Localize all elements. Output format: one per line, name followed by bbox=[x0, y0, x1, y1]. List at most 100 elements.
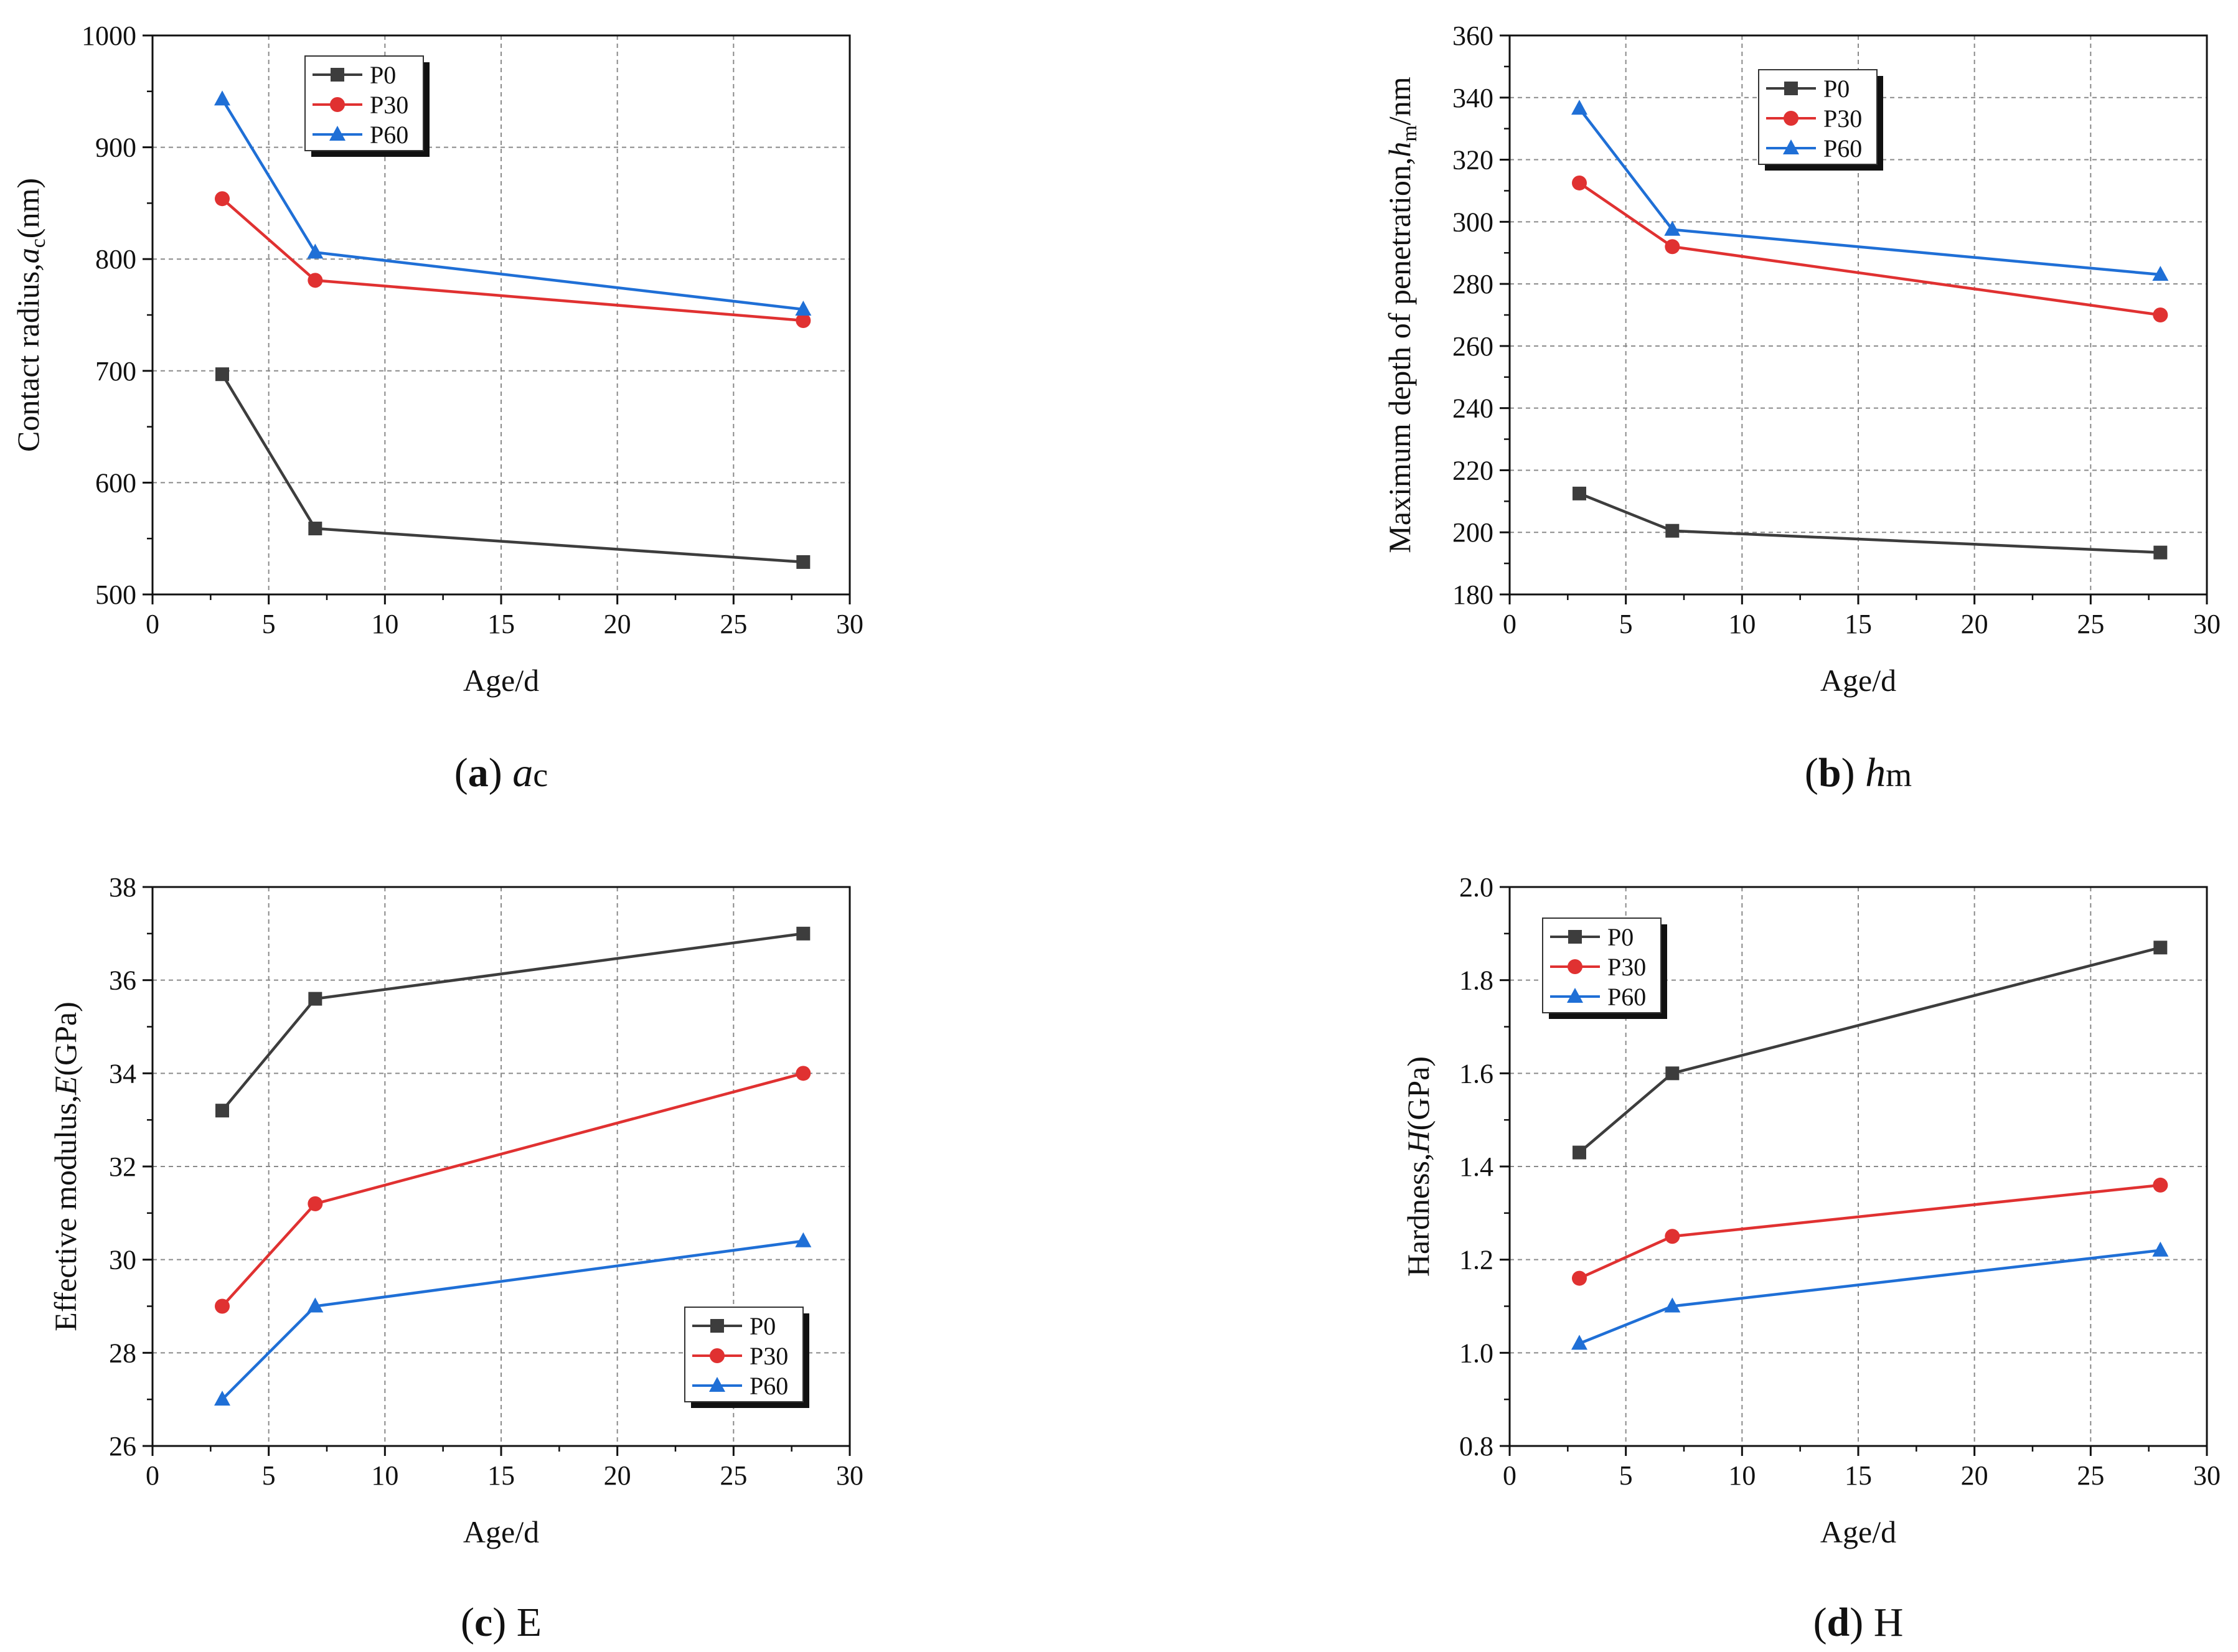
x-tick-label: 5 bbox=[1619, 609, 1633, 639]
data-point-P30 bbox=[308, 273, 323, 288]
chart-panel-d: 0 5 10 15 20 25 30 0.8 1.0 1.2 1.4 1.6 1.8 2.0 Age/d Ha… bbox=[1401, 872, 2221, 1645]
legend-marker-P0 bbox=[1568, 930, 1582, 944]
y-axis-title-subscript: m bbox=[1398, 125, 1421, 141]
data-point-P0 bbox=[308, 522, 322, 536]
legend-marker-P60 bbox=[1783, 139, 1799, 154]
y-axis-title-symbol: a bbox=[11, 248, 45, 263]
x-tick-label: 0 bbox=[146, 1460, 159, 1491]
legend-label-P60: P60 bbox=[1607, 983, 1646, 1011]
x-axis-title: Age/d bbox=[1820, 663, 1896, 698]
legend-label-P0: P0 bbox=[1823, 75, 1850, 103]
y-tick-label: 600 bbox=[95, 467, 136, 498]
x-tick-label: 15 bbox=[1845, 609, 1872, 639]
legend-label-P30: P30 bbox=[370, 91, 408, 119]
x-tick-label: 25 bbox=[2077, 609, 2104, 639]
y-tick-label: 360 bbox=[1452, 21, 1493, 51]
y-axis-title-symbol: E bbox=[48, 1076, 83, 1096]
caption-label: d bbox=[1827, 1600, 1850, 1645]
data-point-P30 bbox=[1665, 239, 1680, 255]
y-tick-label: 340 bbox=[1452, 83, 1493, 113]
x-tick-label: 5 bbox=[1619, 1460, 1633, 1491]
y-tick-label: 1000 bbox=[82, 21, 136, 51]
data-point-P0 bbox=[308, 992, 322, 1006]
y-axis-title-suffix: (GPa) bbox=[1401, 1056, 1436, 1130]
x-tick-label: 10 bbox=[371, 609, 398, 639]
x-tick-label: 25 bbox=[720, 609, 747, 639]
data-point-P0 bbox=[796, 926, 811, 941]
legend-marker-P60 bbox=[709, 1377, 725, 1392]
x-tick-label: 0 bbox=[1503, 609, 1516, 639]
x-tick-label: 10 bbox=[1728, 609, 1756, 639]
caption-paren-open: ( bbox=[1805, 750, 1818, 795]
data-point-P0 bbox=[1665, 1066, 1680, 1081]
caption-paren-open: ( bbox=[461, 1600, 474, 1645]
panel-caption: (a) ac bbox=[454, 750, 548, 795]
y-tick-label: 180 bbox=[1452, 580, 1493, 610]
x-tick-label: 30 bbox=[836, 1460, 863, 1491]
y-axis-title: Hardness,H(GPa) bbox=[1401, 1056, 1436, 1277]
y-tick-label: 500 bbox=[95, 580, 136, 610]
caption-symbol: E bbox=[517, 1600, 542, 1645]
data-point-P60 bbox=[1571, 1335, 1587, 1350]
y-tick-label: 0.8 bbox=[1459, 1431, 1493, 1462]
x-tick-label: 20 bbox=[604, 609, 631, 639]
x-axis-title: Age/d bbox=[463, 1514, 539, 1549]
y-axis-title-prefix: Effective modulus, bbox=[48, 1095, 83, 1331]
x-tick-label: 5 bbox=[262, 1460, 276, 1491]
y-axis-title-prefix: Hardness, bbox=[1401, 1153, 1436, 1277]
series-line-P0 bbox=[221, 932, 804, 1112]
panel-caption: (d) H bbox=[1813, 1600, 1904, 1645]
data-point-P30 bbox=[796, 312, 811, 328]
x-tick-label: 30 bbox=[836, 609, 863, 639]
y-tick-label: 30 bbox=[109, 1245, 136, 1275]
y-axis-title-symbol: H bbox=[1401, 1129, 1436, 1153]
y-tick-label: 1.6 bbox=[1459, 1058, 1493, 1089]
data-point-P0 bbox=[2153, 545, 2168, 560]
x-tick-label: 20 bbox=[604, 1460, 631, 1491]
y-tick-label: 700 bbox=[95, 356, 136, 387]
series-line-P30 bbox=[221, 1072, 804, 1308]
y-axis-title: Contact radius,ac(nm) bbox=[11, 178, 50, 452]
data-point-P60 bbox=[1664, 1297, 1681, 1313]
y-tick-label: 280 bbox=[1452, 269, 1493, 299]
data-point-P60 bbox=[795, 301, 812, 316]
chart-panel-a: 0 5 10 15 20 25 30 500 600 700 800 900 1000 Age/d Cont… bbox=[11, 21, 863, 795]
data-point-P30 bbox=[1572, 175, 1587, 190]
data-point-P0 bbox=[796, 555, 811, 569]
legend-marker-P0 bbox=[710, 1319, 724, 1333]
x-tick-label: 5 bbox=[262, 609, 276, 639]
x-tick-label: 10 bbox=[1728, 1460, 1756, 1491]
y-axis-title-prefix: Maximum depth of penetration, bbox=[1382, 157, 1417, 553]
caption-symbol: H bbox=[1874, 1600, 1904, 1645]
y-tick-label: 240 bbox=[1452, 393, 1493, 424]
caption-paren-close: ) bbox=[1841, 750, 1865, 795]
legend-label-P60: P60 bbox=[1823, 134, 1862, 162]
caption-paren-close: ) bbox=[489, 750, 512, 795]
caption-paren-open: ( bbox=[1813, 1600, 1827, 1645]
x-tick-label: 20 bbox=[1961, 1460, 1988, 1491]
y-tick-label: 38 bbox=[109, 872, 136, 903]
y-tick-label: 300 bbox=[1452, 207, 1493, 237]
panel-caption: (b) hm bbox=[1805, 750, 1912, 795]
y-axis-title: Effective modulus,E(GPa) bbox=[48, 1002, 83, 1331]
data-point-P60 bbox=[307, 243, 324, 259]
y-tick-label: 1.8 bbox=[1459, 965, 1493, 996]
caption-label: b bbox=[1818, 750, 1841, 795]
y-axis-title-suffix: /nm bbox=[1382, 77, 1417, 125]
caption-subscript: m bbox=[1886, 756, 1912, 794]
data-point-P0 bbox=[2153, 941, 2168, 955]
data-point-P30 bbox=[796, 1066, 811, 1081]
data-point-P30 bbox=[2153, 1177, 2168, 1193]
legend-label-P0: P0 bbox=[1607, 923, 1634, 951]
x-tick-label: 30 bbox=[2193, 1460, 2221, 1491]
y-tick-label: 320 bbox=[1452, 145, 1493, 176]
y-tick-label: 28 bbox=[109, 1338, 136, 1368]
y-tick-label: 34 bbox=[109, 1058, 136, 1089]
y-tick-label: 1.0 bbox=[1459, 1338, 1493, 1368]
legend-label-P60: P60 bbox=[370, 121, 408, 149]
legend-marker-P60 bbox=[1567, 988, 1583, 1003]
y-tick-label: 2.0 bbox=[1459, 872, 1493, 903]
data-point-P60 bbox=[214, 90, 230, 106]
caption-paren-close: ) bbox=[1850, 1600, 1873, 1645]
data-point-P0 bbox=[215, 1104, 229, 1118]
